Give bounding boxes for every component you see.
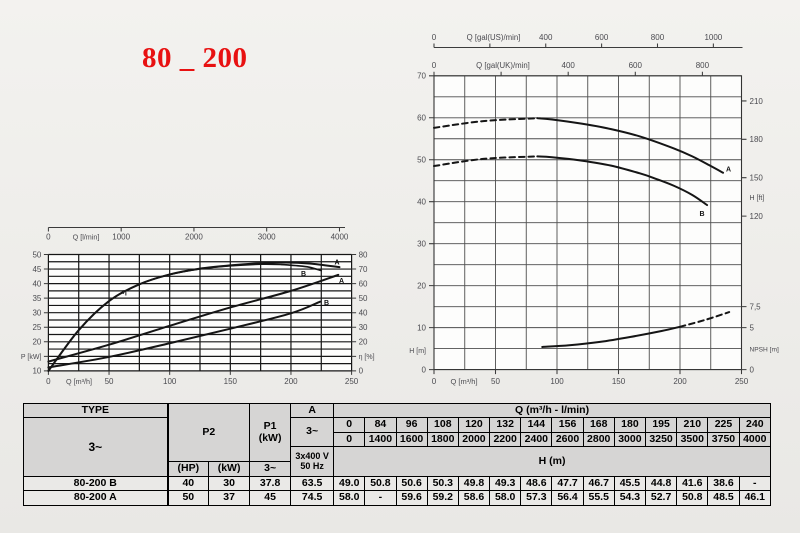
svg-text:B: B [699,211,704,218]
svg-text:100: 100 [550,377,564,386]
svg-text:H [ft]: H [ft] [750,195,765,202]
svg-text:50: 50 [491,377,500,386]
svg-text:40: 40 [359,309,368,318]
svg-text:1000: 1000 [112,233,130,242]
svg-text:150: 150 [750,174,764,183]
svg-text:η: η [122,287,127,296]
svg-text:Q [m³/h]: Q [m³/h] [450,377,477,386]
svg-text:180: 180 [750,135,764,144]
svg-text:600: 600 [595,33,609,42]
svg-text:60: 60 [359,279,368,288]
svg-text:0: 0 [432,377,437,386]
svg-text:250: 250 [345,377,359,386]
svg-text:Q [gal(US)/min]: Q [gal(US)/min] [467,33,521,42]
svg-text:25: 25 [32,323,41,332]
svg-text:0: 0 [432,61,437,70]
svg-text:20: 20 [417,281,426,290]
svg-text:200: 200 [284,377,298,386]
svg-text:Q [gal(UK)/min]: Q [gal(UK)/min] [476,61,530,70]
svg-text:40: 40 [32,279,41,288]
svg-text:30: 30 [32,309,41,318]
svg-text:120: 120 [750,212,764,221]
svg-text:Q [l/min]: Q [l/min] [73,233,100,242]
svg-text:35: 35 [32,294,41,303]
svg-text:A: A [334,260,339,267]
svg-text:3000: 3000 [258,233,276,242]
svg-text:10: 10 [32,367,41,376]
svg-text:50: 50 [32,250,41,259]
svg-text:A: A [726,167,731,174]
svg-text:10: 10 [417,323,426,332]
svg-text:50: 50 [105,377,114,386]
svg-text:4000: 4000 [331,233,349,242]
svg-text:400: 400 [539,33,553,42]
svg-text:40: 40 [417,198,426,207]
svg-text:200: 200 [673,377,687,386]
svg-text:50: 50 [359,294,368,303]
svg-text:30: 30 [417,239,426,248]
svg-text:600: 600 [629,61,643,70]
svg-text:70: 70 [417,72,426,81]
svg-text:5: 5 [750,323,755,332]
svg-text:0: 0 [46,233,51,242]
svg-text:P [kW]: P [kW] [21,354,42,361]
svg-text:210: 210 [750,97,764,106]
svg-text:η [%]: η [%] [359,354,375,361]
svg-text:150: 150 [612,377,626,386]
svg-text:400: 400 [562,61,576,70]
svg-text:45: 45 [32,265,41,274]
svg-text:0: 0 [422,365,427,374]
svg-text:Q [m³/h]: Q [m³/h] [66,377,92,386]
svg-text:20: 20 [32,338,41,347]
svg-text:H [m]: H [m] [409,348,426,355]
svg-text:150: 150 [224,377,238,386]
svg-text:70: 70 [359,265,368,274]
svg-text:20: 20 [359,338,368,347]
svg-text:800: 800 [651,33,665,42]
svg-text:800: 800 [696,61,710,70]
svg-text:B: B [301,271,306,278]
svg-text:0: 0 [46,377,51,386]
svg-text:60: 60 [417,114,426,123]
svg-text:250: 250 [735,377,749,386]
svg-text:0: 0 [359,367,364,376]
svg-text:2000: 2000 [185,233,203,242]
svg-text:7,5: 7,5 [750,302,762,311]
svg-text:0: 0 [432,33,437,42]
svg-text:100: 100 [163,377,177,386]
svg-text:NPSH [m]: NPSH [m] [750,347,779,354]
svg-text:50: 50 [417,156,426,165]
svg-text:A: A [339,278,344,285]
svg-text:1000: 1000 [704,33,722,42]
svg-text:30: 30 [359,323,368,332]
svg-text:B: B [324,300,329,307]
svg-text:0: 0 [750,365,755,374]
svg-text:80: 80 [359,250,368,259]
